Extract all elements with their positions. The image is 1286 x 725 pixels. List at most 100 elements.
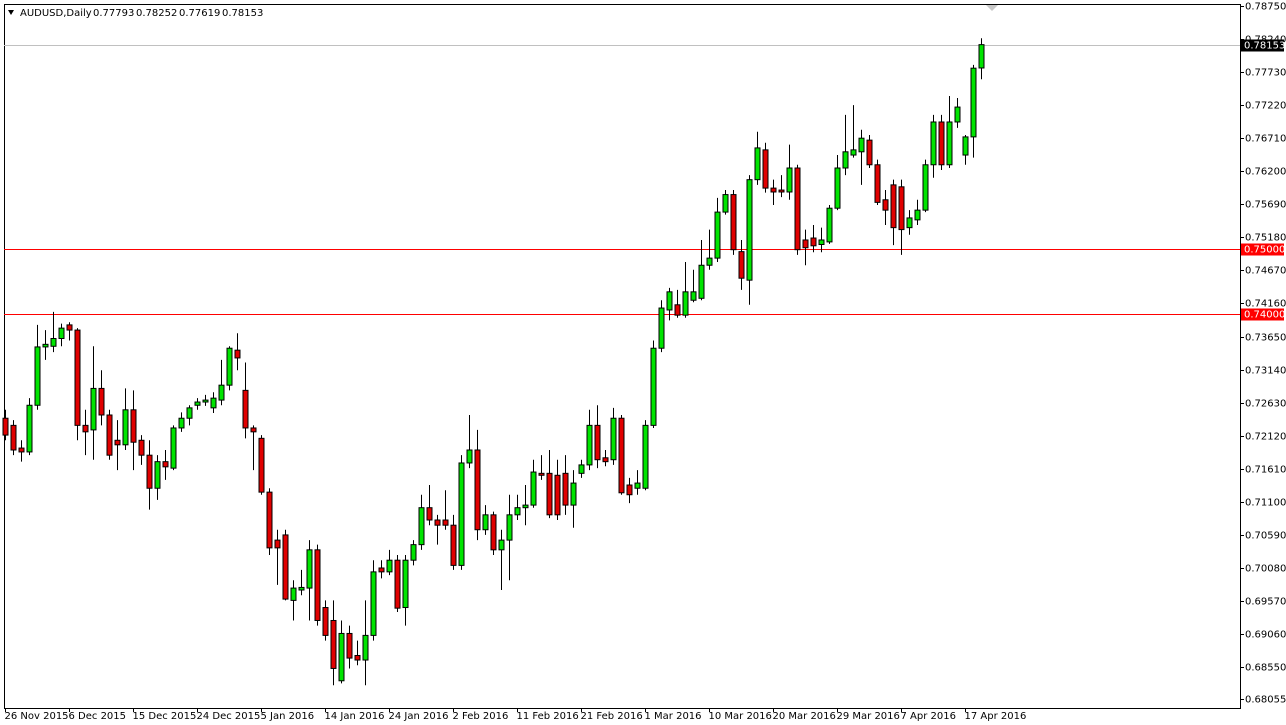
candle-body-down — [434, 519, 441, 526]
candle-body-up — [218, 384, 225, 401]
candle-body-up — [122, 409, 129, 446]
candle-body-up — [586, 424, 593, 466]
candle-body-down — [82, 424, 89, 433]
candle-body-up — [418, 507, 425, 546]
x-tick-label: 29 Mar 2016 — [837, 711, 900, 722]
candle-body-down — [762, 149, 769, 189]
y-tick-label: 0.77730 — [1245, 68, 1286, 79]
candle-body-down — [738, 251, 745, 279]
candle-body-down — [794, 167, 801, 251]
candle-body-down — [282, 534, 289, 600]
candle-body-down — [938, 121, 945, 166]
candle-body-up — [186, 407, 193, 419]
candle-body-down — [74, 329, 81, 426]
candle-body-up — [522, 504, 529, 509]
y-tick-label: 0.78750 — [1245, 2, 1286, 13]
x-tick-label: 2 Feb 2016 — [453, 711, 509, 722]
x-tick-label: 24 Dec 2015 — [197, 711, 261, 722]
candle-body-down — [554, 474, 561, 516]
candle-body-up — [26, 404, 33, 453]
y-tick-label: 0.76710 — [1245, 134, 1286, 145]
x-tick-label: 11 Feb 2016 — [517, 711, 579, 722]
candle-body-down — [442, 519, 449, 526]
candle-body-up — [298, 586, 305, 591]
candle-body-up — [202, 399, 209, 403]
candle-body-up — [498, 539, 505, 551]
candle-body-up — [714, 211, 721, 259]
candle-body-up — [682, 291, 689, 316]
candle-body-down — [538, 472, 545, 476]
candle-body-down — [314, 549, 321, 621]
candle-body-up — [530, 471, 537, 506]
y-tick-label: 0.71610 — [1245, 465, 1286, 476]
y-tick-label: 0.68550 — [1245, 663, 1286, 674]
candle-body-up — [698, 264, 705, 299]
y-tick-label: 0.69060 — [1245, 630, 1286, 641]
candle-body-up — [458, 462, 465, 566]
candle-body-down — [66, 324, 73, 331]
candle-body-up — [50, 337, 57, 347]
candle-body-up — [170, 427, 177, 469]
candle-body-up — [410, 544, 417, 561]
candle-body-down — [330, 619, 337, 669]
candle-body-up — [970, 67, 977, 138]
candle-body-up — [482, 514, 489, 531]
symbol-menu-arrow[interactable] — [8, 10, 14, 15]
header-high: 0.78252 — [136, 8, 177, 19]
candle-body-up — [34, 346, 41, 406]
header-low: 0.77619 — [179, 8, 220, 19]
candle-body-down — [266, 491, 273, 549]
y-tick-label: 0.71100 — [1245, 498, 1286, 509]
candle-body-down — [322, 607, 329, 636]
candle-body-down — [602, 457, 609, 463]
candle-body-down — [802, 239, 809, 249]
candle-body-up — [962, 136, 969, 156]
candle-body-down — [10, 424, 17, 451]
candle-body-up — [690, 291, 697, 301]
candle-body-up — [42, 343, 49, 348]
candle-body-up — [290, 587, 297, 601]
candle-body-down — [234, 349, 241, 359]
x-tick-label: 7 Apr 2016 — [901, 711, 956, 722]
candle-body-up — [658, 307, 665, 349]
candle-body-up — [570, 482, 577, 506]
candle-body-down — [626, 484, 633, 496]
candle-body-down — [378, 567, 385, 573]
candle-body-up — [850, 149, 857, 156]
candle-body-down — [258, 437, 265, 493]
x-tick-label: 15 Dec 2015 — [133, 711, 197, 722]
candle-body-down — [98, 387, 105, 416]
candle-body-down — [450, 524, 457, 566]
candle-body-down — [354, 654, 361, 661]
candle-body-up — [722, 194, 729, 213]
y-tick-label: 0.75690 — [1245, 200, 1286, 211]
candle-body-down — [778, 189, 785, 193]
candle-body-up — [226, 347, 233, 386]
candle-body-down — [546, 472, 553, 516]
x-tick-label: 10 Mar 2016 — [709, 711, 772, 722]
x-tick-label: 24 Jan 2016 — [389, 711, 449, 722]
candle-body-down — [18, 447, 25, 453]
candle-body-up — [906, 217, 913, 229]
candle-body-down — [114, 439, 121, 446]
y-tick-label: 0.69570 — [1245, 597, 1286, 608]
x-tick-label: 14 Jan 2016 — [325, 711, 385, 722]
candle-body-down — [138, 439, 145, 456]
candle-body-up — [58, 327, 65, 339]
candle-body-up — [634, 482, 641, 489]
candle-body-up — [370, 571, 377, 636]
y-tick-label: 0.75180 — [1245, 233, 1286, 244]
level-label: 0.74000 — [1244, 310, 1285, 321]
candle-body-down — [810, 237, 817, 247]
x-tick-label: 5 Jan 2016 — [261, 711, 315, 722]
price-label-box — [1241, 39, 1284, 52]
candle-body-down — [274, 539, 281, 549]
candle-body-up — [90, 387, 97, 431]
candle-body-up — [362, 634, 369, 661]
candle-body-up — [178, 417, 185, 429]
candle-body-up — [746, 179, 753, 281]
candle-body-down — [882, 199, 889, 211]
y-tick-label: 0.74160 — [1245, 299, 1286, 310]
